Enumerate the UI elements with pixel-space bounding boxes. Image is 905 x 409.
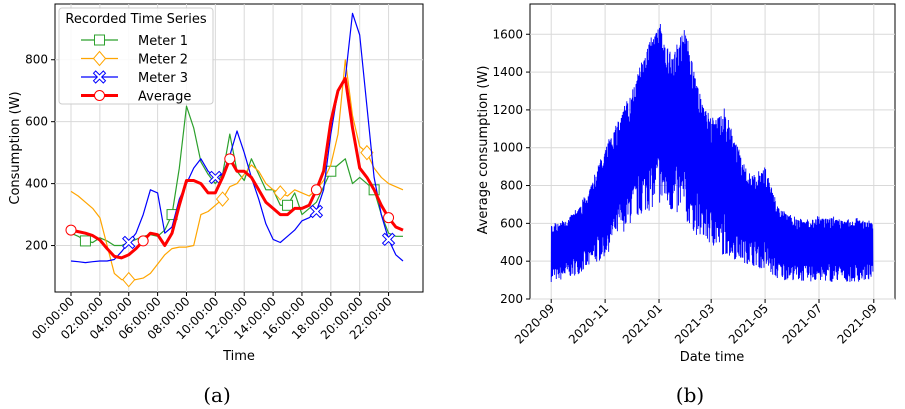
series-line: [550, 23, 874, 282]
y-tick-label: 1200: [492, 103, 523, 117]
x-tick-label: 2021-01: [620, 301, 665, 346]
x-tick-label: 2021-07: [780, 301, 825, 346]
legend-marker: [92, 50, 107, 67]
legend-label: Meter 2: [138, 53, 188, 68]
series-marker: [310, 184, 322, 196]
y-tick-label: 200: [25, 239, 48, 253]
series-marker: [79, 235, 91, 247]
chart-a-series: [65, 12, 404, 288]
series-line: [70, 76, 404, 260]
series-marker: [381, 232, 396, 247]
chart-a-ylabel: Consumption (W): [8, 91, 23, 204]
legend-title: Recorded Time Series: [65, 12, 206, 27]
legend-label: Average: [138, 90, 191, 105]
series-marker: [215, 191, 230, 207]
y-tick-label: 1600: [492, 27, 523, 41]
y-tick-label: 600: [500, 216, 523, 230]
chart-b: 200 400 600 800 1000 1200 1400 1600 2020-09 2020-…: [476, 3, 896, 407]
y-tick-label: 800: [500, 179, 523, 193]
y-tick-label: 800: [25, 53, 48, 67]
series-marker: [224, 153, 236, 165]
x-tick-label: 2020-09: [512, 301, 557, 346]
legend-label: Meter 1: [138, 34, 188, 49]
y-tick-label: 400: [25, 177, 48, 191]
chart-b-series: [550, 23, 874, 282]
y-tick-label: 600: [25, 115, 48, 129]
y-tick-label: 200: [500, 292, 523, 306]
series-marker: [122, 271, 136, 288]
legend-label: Meter 3: [138, 71, 188, 86]
series-marker: [137, 235, 149, 247]
chart-b-ylabel: Average consumption (W): [476, 66, 491, 235]
x-tick-label: 2021-09: [835, 301, 880, 346]
chart-a-xlabel: Time: [222, 349, 255, 364]
y-tick-label: 1000: [492, 141, 523, 155]
legend-marker: [94, 90, 105, 101]
legend-marker: [94, 34, 105, 46]
series-marker: [65, 224, 77, 236]
series-marker: [122, 235, 136, 250]
legend-marker: [92, 70, 107, 84]
legend-items: Meter 1 Meter 2 Meter 3 Average: [81, 34, 191, 105]
series-marker: [282, 199, 294, 211]
series-marker: [383, 212, 395, 224]
series-marker: [273, 185, 287, 201]
series-marker: [309, 204, 324, 219]
y-tick-label: 1400: [492, 65, 523, 79]
x-tick-label: 2021-03: [672, 301, 717, 346]
y-tick-label: 400: [500, 254, 523, 268]
chart-b-caption: (b): [676, 383, 704, 407]
x-tick-label: 2021-05: [726, 301, 771, 346]
chart-b-xlabel: Date time: [680, 350, 745, 365]
x-tick-label: 2020-11: [566, 301, 611, 346]
chart-a-caption: (a): [203, 383, 231, 407]
chart-a: 20040060080000:00:0002:00:0004:00:0006:0…: [8, 3, 424, 407]
